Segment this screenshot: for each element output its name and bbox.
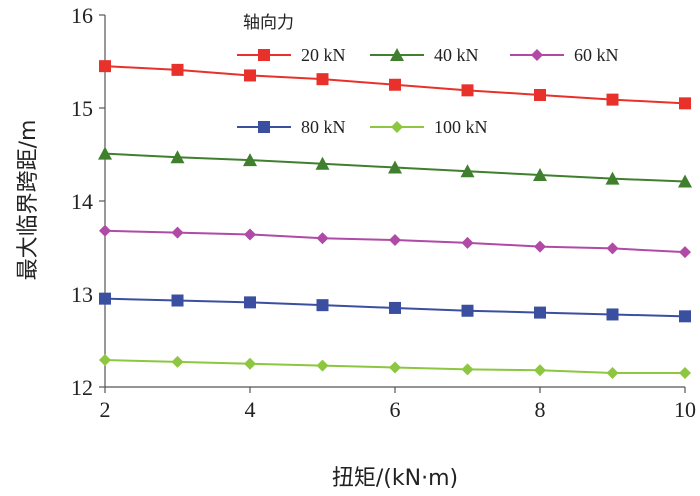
data-point — [606, 308, 619, 321]
data-point — [534, 88, 546, 101]
legend-title: 轴向力 — [243, 13, 294, 33]
legend-item: 100 kN — [370, 117, 488, 137]
series-2 — [98, 146, 692, 188]
data-point — [171, 226, 184, 239]
data-point — [679, 367, 691, 380]
x-tick-label: 8 — [535, 397, 546, 422]
data-point — [679, 97, 691, 110]
data-point — [461, 236, 474, 249]
data-point — [243, 153, 257, 167]
y-axis: 12 13 14 15 16 — [71, 3, 105, 400]
legend-marker — [390, 48, 404, 61]
data-point — [388, 160, 402, 174]
x-axis-title: 扭矩/(kN·m) — [332, 466, 458, 491]
data-point — [534, 240, 546, 253]
x-tick-label: 10 — [674, 397, 696, 422]
legend-label: 40 kN — [434, 45, 479, 65]
x-axis: 2 4 6 8 10 — [100, 387, 696, 422]
data-point — [99, 354, 111, 367]
data-point — [533, 167, 547, 181]
legend-marker — [391, 121, 403, 133]
data-point — [461, 363, 474, 376]
data-point — [316, 359, 329, 372]
data-point — [244, 357, 256, 370]
series-layer — [98, 60, 692, 380]
legend: 轴向力 20 kN 40 kN 60 kN 80 kN 100 kN — [237, 13, 619, 137]
data-point — [244, 69, 256, 82]
data-point — [99, 224, 111, 237]
data-point — [605, 171, 620, 185]
data-point — [316, 73, 329, 86]
legend-label: 100 kN — [434, 117, 488, 137]
y-tick-label: 15 — [71, 96, 93, 121]
data-point — [389, 361, 401, 374]
data-point — [389, 234, 401, 247]
data-point — [171, 63, 184, 76]
data-point — [99, 60, 111, 73]
data-point — [534, 306, 546, 319]
data-point — [316, 232, 329, 245]
x-tick-label: 4 — [245, 397, 256, 422]
data-point — [170, 150, 185, 164]
legend-label: 60 kN — [574, 45, 619, 65]
y-tick-label: 14 — [71, 189, 93, 214]
data-point — [389, 301, 401, 314]
data-point — [315, 156, 330, 170]
series-3 — [99, 224, 691, 259]
y-tick-label: 13 — [71, 282, 93, 307]
data-point — [171, 294, 184, 307]
data-point — [678, 174, 692, 188]
legend-marker — [531, 49, 543, 61]
data-point — [460, 164, 475, 178]
series-4 — [99, 292, 691, 323]
data-point — [316, 299, 329, 312]
data-point — [244, 228, 256, 241]
data-point — [679, 310, 691, 323]
y-tick-label: 16 — [71, 3, 93, 28]
legend-marker — [258, 121, 270, 133]
series-1 — [99, 60, 691, 110]
x-tick-label: 2 — [100, 397, 111, 422]
legend-item: 40 kN — [370, 45, 479, 65]
y-tick-label: 12 — [71, 375, 93, 400]
x-tick-label: 6 — [390, 397, 401, 422]
legend-label: 80 kN — [301, 117, 346, 137]
data-point — [389, 78, 401, 91]
data-point — [461, 304, 474, 317]
data-point — [606, 367, 619, 380]
series-5 — [99, 354, 691, 380]
data-point — [98, 146, 112, 160]
data-point — [171, 355, 184, 368]
legend-label: 20 kN — [301, 45, 346, 65]
data-point — [99, 292, 111, 305]
data-point — [534, 364, 546, 377]
legend-item: 80 kN — [237, 117, 346, 137]
data-point — [606, 242, 619, 255]
y-axis-title: 最大临界跨距/m — [16, 120, 41, 281]
legend-item: 60 kN — [510, 45, 619, 65]
data-point — [679, 246, 691, 259]
data-point — [461, 84, 474, 97]
data-point — [244, 296, 256, 309]
data-point — [606, 93, 619, 106]
legend-marker — [258, 49, 270, 61]
legend-item: 20 kN — [237, 45, 346, 65]
